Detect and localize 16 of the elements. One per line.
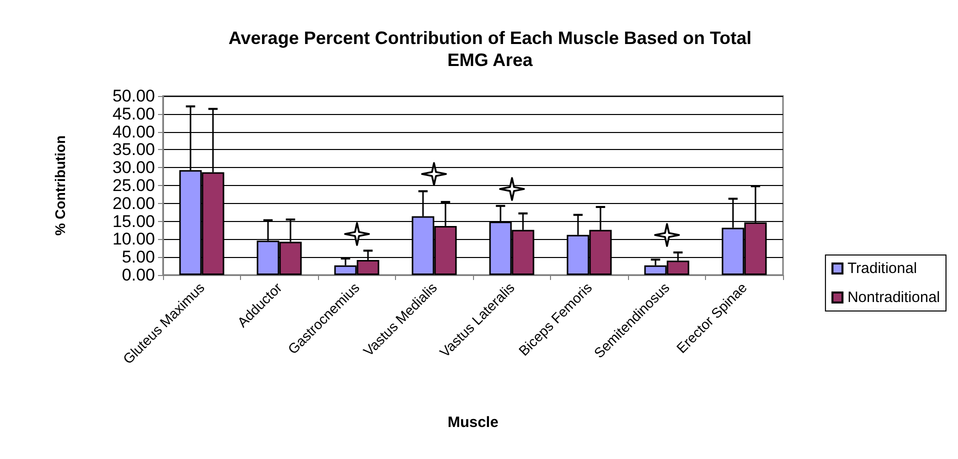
chart-title: Average Percent Contribution of Each Muscle Based on Total EMG Area: [228, 28, 752, 70]
y-tick-label: 45.00: [112, 104, 155, 124]
y-axis-title: % Contribution: [52, 135, 68, 236]
legend-label: Nontraditional: [847, 289, 940, 306]
y-tick-label: 25.00: [112, 176, 155, 195]
y-tick-label: 30.00: [112, 158, 155, 178]
y-tick-label: 5.00: [122, 248, 155, 267]
y-tick-label: 20.00: [112, 194, 155, 213]
legend-label: Traditional: [847, 260, 917, 277]
y-tick-label: 10.00: [112, 230, 155, 249]
y-tick-label: 50.00: [112, 86, 155, 106]
y-tick-label: 35.00: [112, 140, 155, 160]
y-tick-label: 40.00: [112, 122, 155, 142]
y-tick-label: 15.00: [112, 212, 155, 231]
x-axis-title: Muscle: [448, 414, 498, 431]
y-tick-label: 0.00: [122, 266, 155, 284]
